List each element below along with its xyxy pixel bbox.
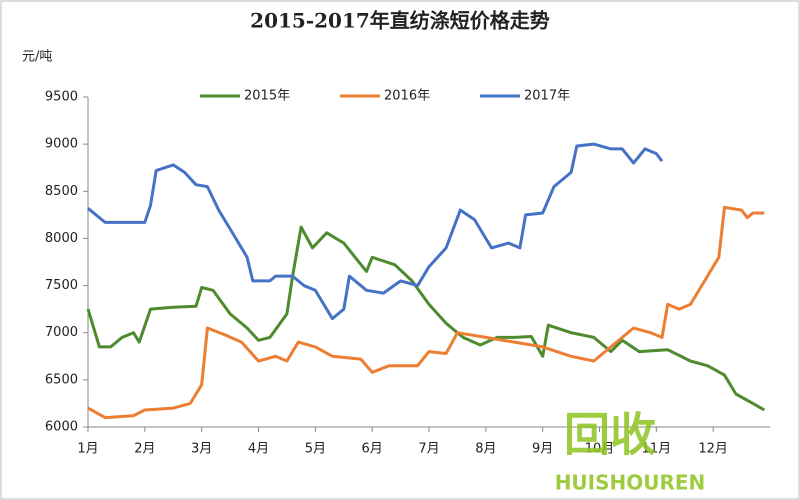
x-tick-label: 3月 — [191, 442, 212, 457]
x-tick-label: 2月 — [134, 442, 155, 457]
y-tick-label: 9000 — [45, 137, 78, 152]
chart-title: 2015-2017年直纺涤短价格走势 — [250, 9, 550, 33]
x-tick-label: 5月 — [305, 442, 326, 457]
x-tick-label: 11月 — [642, 442, 672, 457]
legend-label: 2015年 — [244, 89, 290, 104]
legend-label: 2017年 — [524, 89, 570, 104]
x-tick-label: 8月 — [475, 442, 496, 457]
y-tick-label: 6500 — [45, 372, 78, 387]
x-tick-label: 12月 — [698, 442, 728, 457]
watermark: HUISHOUREN — [555, 471, 706, 495]
y-tick-label: 8500 — [45, 184, 78, 199]
series-line — [87, 205, 765, 420]
y-tick-label: 9500 — [45, 90, 78, 105]
y-tick-label: 7000 — [45, 325, 78, 340]
y-tick-label: 6000 — [45, 420, 78, 435]
legend-label: 2016年 — [384, 89, 430, 104]
x-tick-label: 10月 — [585, 442, 615, 457]
x-tick-label: 7月 — [418, 442, 439, 457]
y-tick-label: 7500 — [45, 278, 78, 293]
x-tick-label: 6月 — [362, 442, 383, 457]
y-axis-label: 元/吨 — [22, 50, 52, 65]
x-tick-label: 1月 — [77, 442, 98, 457]
x-tick-label: 9月 — [532, 442, 553, 457]
series-line — [87, 142, 664, 321]
y-tick-label: 8000 — [45, 231, 78, 246]
x-tick-label: 4月 — [248, 442, 269, 457]
watermark: 回收 — [564, 408, 656, 462]
series-line — [86, 225, 766, 412]
